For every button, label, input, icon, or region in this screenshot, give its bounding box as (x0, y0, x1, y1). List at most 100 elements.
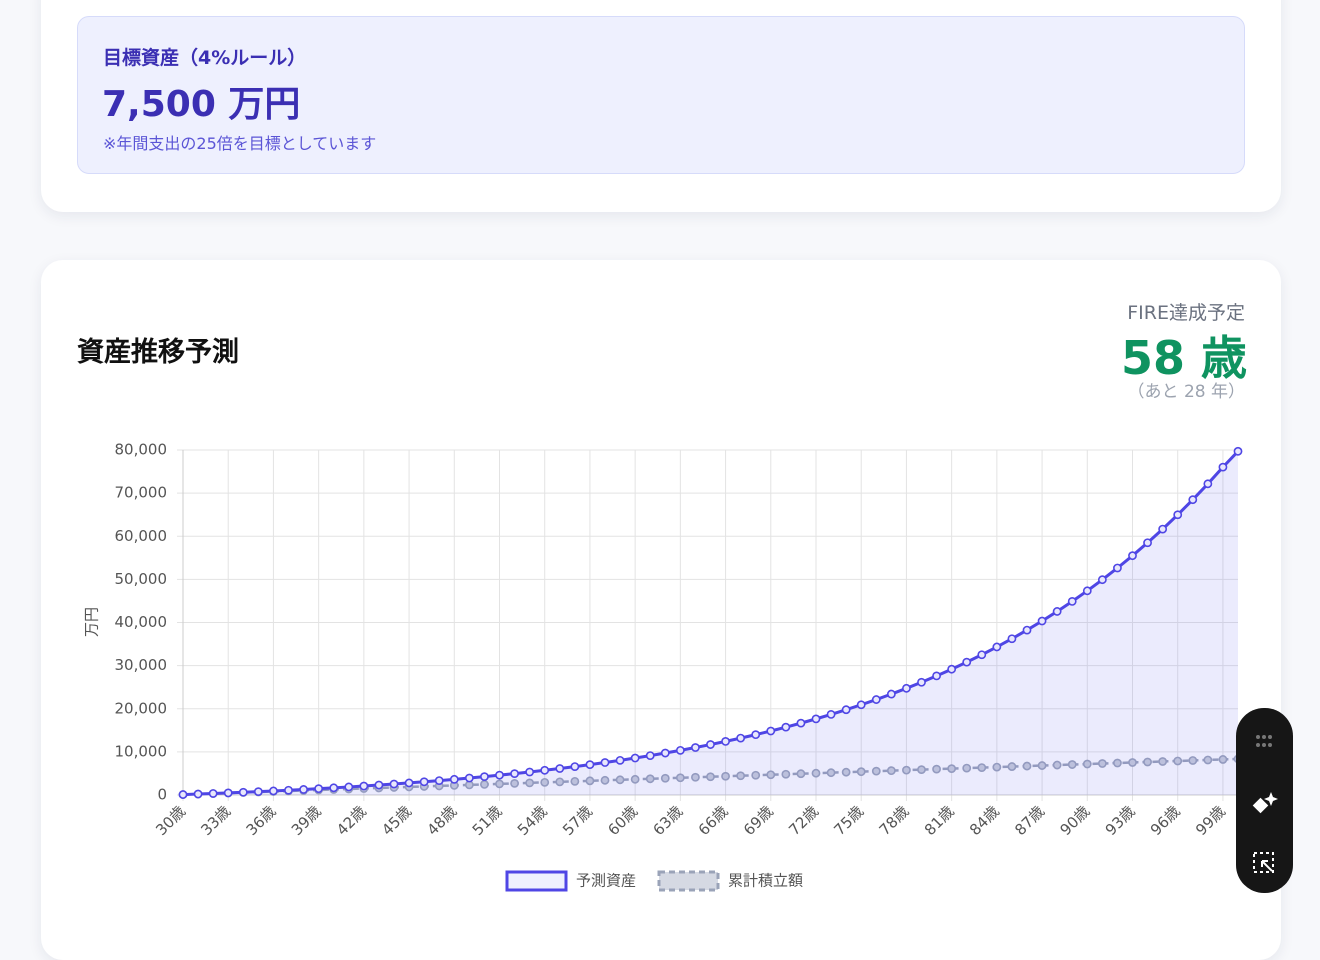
x-tick-label: 69歳 (740, 802, 777, 839)
data-point (540, 765, 550, 775)
x-tick-label: 72歳 (785, 802, 822, 839)
data-point (419, 777, 429, 787)
data-point (1007, 762, 1017, 771)
x-tick-label: 51歳 (469, 802, 506, 839)
x-tick-label: 87歳 (1011, 802, 1048, 839)
x-tick-label: 99歳 (1192, 802, 1229, 839)
data-point (1188, 756, 1198, 765)
data-point (1203, 479, 1213, 489)
data-point (962, 763, 972, 773)
data-point (992, 642, 1002, 652)
y-tick-label: 70,000 (115, 484, 168, 502)
data-point (1128, 758, 1137, 767)
data-point (932, 671, 941, 681)
data-point (374, 780, 384, 790)
data-point (525, 778, 535, 788)
data-point (570, 762, 580, 772)
data-point (947, 664, 957, 674)
data-point (495, 770, 504, 780)
data-point (525, 767, 535, 777)
data-point (269, 786, 278, 796)
x-tick-label: 36歳 (243, 802, 280, 839)
legend-label: 予測資産 (576, 872, 636, 890)
data-point (902, 683, 911, 693)
data-point (434, 776, 444, 785)
data-point (314, 784, 324, 794)
data-point (1203, 755, 1213, 765)
data-point (751, 730, 761, 740)
data-point (630, 753, 640, 763)
select-icon[interactable] (1253, 852, 1274, 873)
sparkle-icon[interactable] (1252, 792, 1278, 814)
data-point (796, 769, 806, 779)
data-point (1158, 524, 1168, 534)
data-point (1218, 755, 1228, 764)
data-point (1082, 759, 1092, 769)
data-point (856, 700, 866, 710)
data-point (223, 788, 233, 798)
data-point (947, 764, 957, 774)
chart: 0 10,000 20,000 30,000 40,000 50,000 60,000 70,… (83, 441, 1243, 892)
goal-note: ※年間支出の25倍を目標としています (103, 134, 377, 153)
data-point (902, 765, 911, 775)
data-point (675, 773, 685, 783)
x-tick-label: 84歳 (966, 802, 1003, 839)
data-point (1128, 551, 1137, 561)
data-point (811, 714, 821, 724)
data-point (329, 783, 339, 793)
y-tick-label: 30,000 (115, 656, 168, 674)
data-point (932, 764, 941, 774)
data-point (615, 775, 625, 785)
data-point (585, 760, 595, 770)
x-tick-label: 45歳 (378, 802, 415, 839)
data-point (1067, 760, 1077, 769)
goal-amount: 7,500 万円 (102, 84, 301, 125)
data-point (600, 758, 610, 767)
goal-box: 目標資産（4%ルール） 7,500 万円 ※年間支出の25倍を目標としています (77, 16, 1245, 174)
data-point (253, 787, 263, 797)
data-point (660, 748, 670, 758)
data-point (1022, 625, 1032, 635)
y-tick-label: 60,000 (115, 527, 168, 545)
x-tick-label: 90歳 (1056, 802, 1093, 839)
data-point (871, 766, 881, 776)
data-point (826, 710, 836, 719)
data-point (691, 772, 700, 782)
data-point (1052, 607, 1062, 616)
data-point (389, 779, 399, 789)
x-tick-label: 42歳 (333, 802, 370, 839)
y-tick-label: 40,000 (115, 613, 168, 631)
data-point (1113, 758, 1122, 768)
y-tick-label: 20,000 (115, 699, 168, 717)
data-point (781, 722, 791, 732)
data-point (359, 781, 369, 791)
fire-age: 58 歳 (1120, 331, 1247, 385)
data-point (238, 787, 248, 797)
data-point (570, 776, 580, 786)
y-axis-title: 万円 (83, 607, 101, 637)
data-point (344, 782, 354, 792)
data-point (856, 767, 866, 777)
data-point (1173, 756, 1183, 766)
area-fill (183, 451, 1238, 795)
legend-swatch (657, 870, 720, 892)
data-point (1037, 616, 1047, 626)
data-point (660, 773, 670, 783)
data-point (645, 774, 655, 784)
data-point (495, 779, 504, 789)
data-point (871, 695, 881, 704)
legend-label: 累計積立額 (728, 872, 803, 890)
data-point (736, 771, 746, 781)
data-point (1037, 761, 1047, 770)
fire-label: FIRE達成予定 (1127, 302, 1245, 324)
data-point (510, 778, 519, 788)
data-point (1233, 446, 1243, 456)
grip-icon[interactable] (1256, 735, 1272, 747)
data-point (1067, 596, 1077, 606)
data-point (751, 770, 761, 780)
data-point (706, 740, 715, 749)
series-line (182, 757, 1239, 796)
data-point (811, 768, 821, 778)
data-point (691, 743, 700, 752)
data-point (826, 768, 836, 778)
